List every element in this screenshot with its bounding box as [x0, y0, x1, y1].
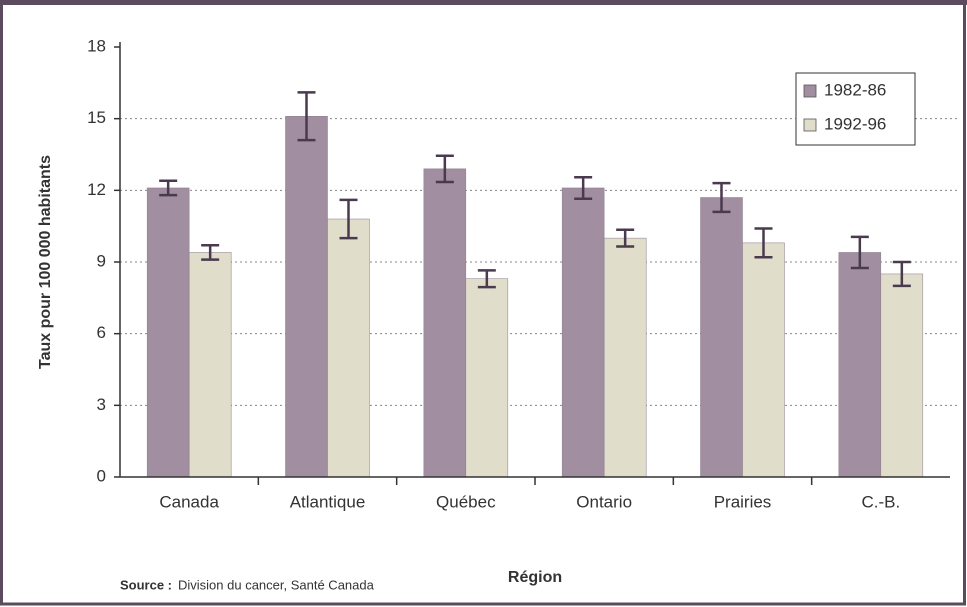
x-tick-label: Québec — [436, 492, 496, 511]
source-label: Source : — [120, 577, 172, 592]
error-bar — [892, 260, 911, 288]
bar — [423, 168, 467, 478]
y-tick-label: 18 — [87, 36, 106, 55]
legend-label: 1992-96 — [824, 114, 886, 133]
error-bar — [754, 227, 773, 259]
bar — [465, 278, 509, 478]
legend-label: 1982-86 — [824, 80, 886, 99]
x-axis-label: Région — [508, 569, 562, 586]
error-bar — [477, 269, 496, 289]
bar — [327, 218, 370, 478]
bar — [838, 252, 882, 478]
y-axis-label: Taux pour 100 000 habitants — [37, 155, 54, 369]
bar — [188, 252, 232, 478]
legend-swatch — [803, 84, 817, 98]
error-bar — [616, 228, 635, 248]
y-tick-label: 6 — [97, 323, 106, 342]
y-tick-label: 15 — [87, 108, 106, 127]
x-tick-label: C.-B. — [861, 492, 900, 511]
x-tick-label: Prairies — [714, 492, 772, 511]
bar — [700, 197, 743, 478]
y-tick-label: 0 — [97, 466, 106, 485]
source-text: Division du cancer, Santé Canada — [178, 577, 375, 592]
bar — [880, 273, 924, 478]
y-tick-label: 3 — [97, 395, 106, 414]
bar — [146, 187, 190, 478]
legend-swatch — [803, 118, 817, 132]
y-tick-label: 9 — [97, 251, 106, 270]
error-bar — [574, 175, 593, 200]
x-tick-label: Atlantique — [290, 492, 366, 511]
error-bar — [159, 179, 178, 197]
bar — [603, 237, 647, 478]
bar — [561, 187, 605, 478]
x-tick-label: Canada — [159, 492, 219, 511]
bar — [742, 242, 785, 478]
bar — [285, 116, 328, 478]
x-tick-label: Ontario — [576, 492, 632, 511]
y-tick-label: 12 — [87, 180, 106, 199]
error-bar — [850, 235, 869, 270]
error-bar — [435, 154, 454, 184]
error-bar — [297, 91, 316, 142]
error-bar — [201, 244, 220, 261]
frame-top — [0, 0, 967, 5]
error-bar — [339, 198, 358, 240]
error-bar — [712, 181, 731, 214]
